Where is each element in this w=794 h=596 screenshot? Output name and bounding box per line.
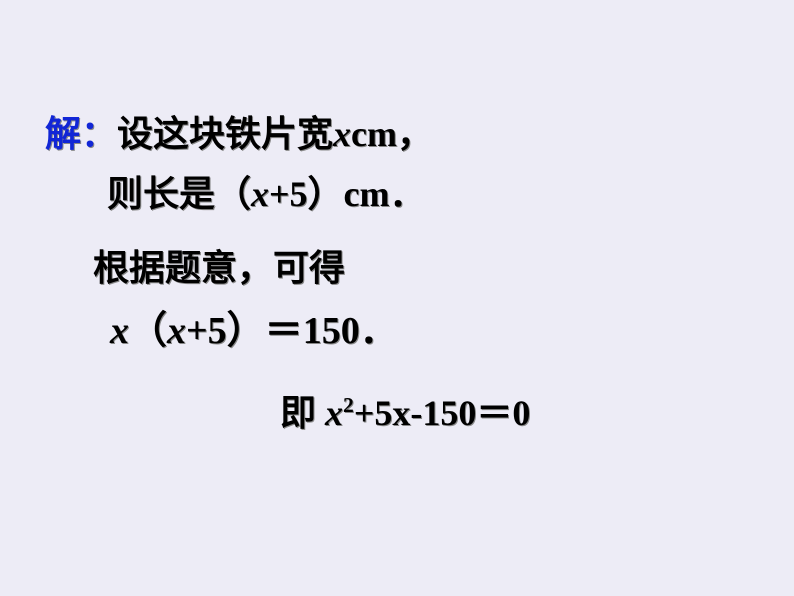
line5-d: 0 bbox=[512, 393, 530, 433]
line-3: 根据题意，可得 bbox=[93, 239, 745, 291]
line-1: 解：设这块铁片宽xcm， bbox=[45, 105, 745, 157]
line4-val: 150 bbox=[303, 310, 360, 352]
line1-text-a: 设这块铁片宽 bbox=[117, 114, 333, 154]
line4-end: ． bbox=[360, 310, 398, 352]
line2-unit: cm bbox=[344, 174, 390, 214]
line3-text: 根据题意，可得 bbox=[93, 248, 345, 288]
line5-b: +5x-150 bbox=[354, 393, 477, 433]
line1-end: ， bbox=[397, 114, 433, 154]
line-2: 则长是（x+5）cm． bbox=[107, 165, 745, 217]
solution-block: 解：设这块铁片宽xcm， 则长是（x+5）cm． 根据题意，可得 x（x+5）＝… bbox=[45, 105, 745, 444]
line4-b: +5 bbox=[186, 310, 227, 352]
line2-a: 则长是（ bbox=[107, 174, 251, 214]
solution-label: 解： bbox=[45, 114, 117, 154]
line2-end: ． bbox=[390, 174, 426, 214]
line5-c: ＝ bbox=[476, 393, 512, 433]
line5-var: x bbox=[325, 393, 343, 433]
line1-var-x: x bbox=[333, 114, 351, 154]
line4-var2: x bbox=[167, 310, 186, 352]
line4-c: ）＝ bbox=[227, 310, 303, 352]
line1-unit: cm bbox=[351, 114, 397, 154]
line5-sup: 2 bbox=[343, 393, 354, 417]
line2-var-x: x bbox=[251, 174, 269, 214]
line4-a: （ bbox=[129, 310, 167, 352]
line2-c: ） bbox=[308, 174, 344, 214]
line2-b: +5 bbox=[269, 174, 308, 214]
line-4-equation: x（x+5）＝150． bbox=[110, 299, 745, 354]
line4-var1: x bbox=[110, 310, 129, 352]
line-5-equation: 即 x2+5x-150＝0 bbox=[280, 384, 745, 436]
line5-a: 即 bbox=[280, 393, 325, 433]
